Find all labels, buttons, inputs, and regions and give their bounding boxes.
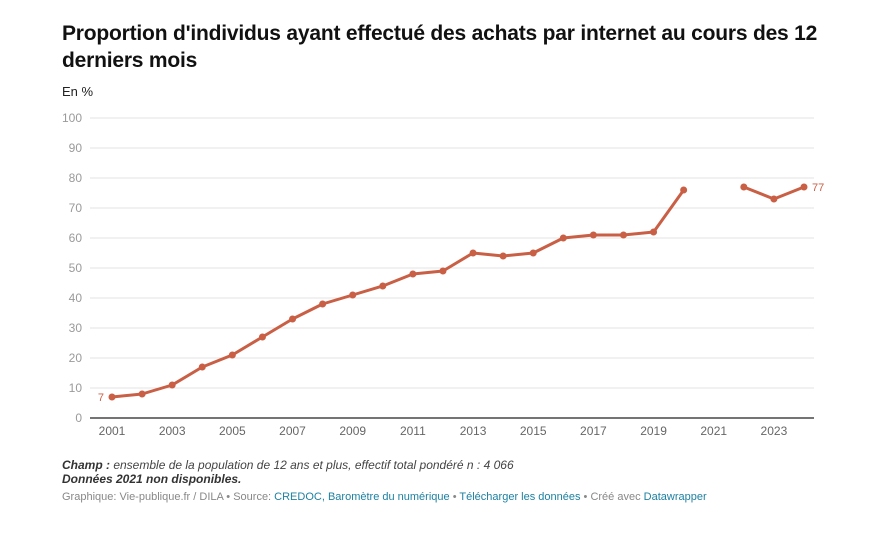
y-tick-label: 50 [69, 261, 83, 275]
data-point [349, 291, 357, 299]
source-link[interactable]: CREDOC, Baromètre du numérique [274, 491, 450, 503]
y-tick-label: 80 [69, 171, 83, 185]
x-tick-label: 2007 [279, 424, 306, 438]
y-axis-ticks: 0 10 20 30 40 50 60 70 80 90 100 [62, 111, 82, 425]
data-point [800, 183, 808, 191]
data-point [198, 363, 206, 371]
data-point [529, 249, 537, 257]
data-label: 77 [812, 182, 824, 194]
x-tick-label: 2005 [219, 424, 246, 438]
data-label: 7 [98, 392, 104, 404]
y-tick-label: 30 [69, 321, 83, 335]
download-data-link[interactable]: Télécharger les données [459, 491, 581, 503]
missing-data-note: Données 2021 non disponibles. [62, 472, 242, 486]
source-label: Source: [233, 491, 275, 503]
created-with-label: Créé avec [590, 491, 644, 503]
x-tick-label: 2009 [339, 424, 366, 438]
data-point [680, 186, 688, 194]
data-point [138, 390, 146, 398]
x-axis-ticks: 2001 2003 2005 2007 2009 2011 2013 2015 2017 2019… [99, 424, 788, 438]
data-point [289, 315, 297, 323]
champ-text: ensemble de la population de 12 ans et p… [110, 458, 514, 472]
x-tick-label: 2015 [520, 424, 547, 438]
chart-title: Proportion d'individus ayant effectué de… [62, 22, 818, 72]
datawrapper-link[interactable]: Datawrapper [643, 491, 707, 503]
separator: • [580, 491, 591, 503]
data-point [770, 195, 778, 203]
y-tick-label: 70 [69, 201, 83, 215]
champ-note: Champ : ensemble de la population de 12 … [62, 458, 514, 472]
data-point [108, 393, 116, 401]
y-tick-label: 100 [62, 111, 82, 125]
data-point [409, 270, 417, 278]
data-point [379, 282, 387, 290]
credit-text: Graphique: Vie-publique.fr / DILA [62, 491, 224, 503]
series-line [110, 188, 686, 399]
gridlines [90, 117, 814, 419]
separator: • [449, 491, 460, 503]
data-point [559, 234, 567, 242]
data-point [439, 267, 447, 275]
data-point [319, 300, 327, 308]
data-point [650, 228, 658, 236]
y-tick-label: 20 [69, 351, 83, 365]
x-tick-label: 2003 [159, 424, 186, 438]
data-point [228, 351, 236, 359]
data-point [258, 333, 266, 341]
y-tick-label: 40 [69, 291, 83, 305]
chart-notes: Champ : ensemble de la population de 12 … [62, 458, 514, 486]
data-point [589, 231, 597, 239]
series [108, 183, 808, 401]
x-tick-label: 2011 [400, 424, 426, 438]
separator: • [223, 491, 234, 503]
chart-footer: Graphique: Vie-publique.fr / DILA • Sour… [62, 491, 707, 503]
data-point [168, 381, 176, 389]
y-tick-label: 90 [69, 141, 83, 155]
x-tick-label: 2019 [640, 424, 667, 438]
y-tick-label: 60 [69, 231, 83, 245]
point-labels: 777 [98, 182, 824, 404]
y-tick-label: 0 [75, 411, 82, 425]
data-point [740, 183, 748, 191]
x-tick-label: 2013 [460, 424, 487, 438]
x-tick-label: 2001 [99, 424, 126, 438]
data-point [499, 252, 507, 260]
chart-subtitle: En % [62, 84, 94, 99]
x-tick-label: 2021 [700, 424, 727, 438]
data-point [619, 231, 627, 239]
data-point [469, 249, 477, 257]
x-tick-label: 2023 [761, 424, 788, 438]
x-tick-label: 2017 [580, 424, 607, 438]
champ-label: Champ : [62, 458, 110, 472]
y-tick-label: 10 [69, 381, 83, 395]
